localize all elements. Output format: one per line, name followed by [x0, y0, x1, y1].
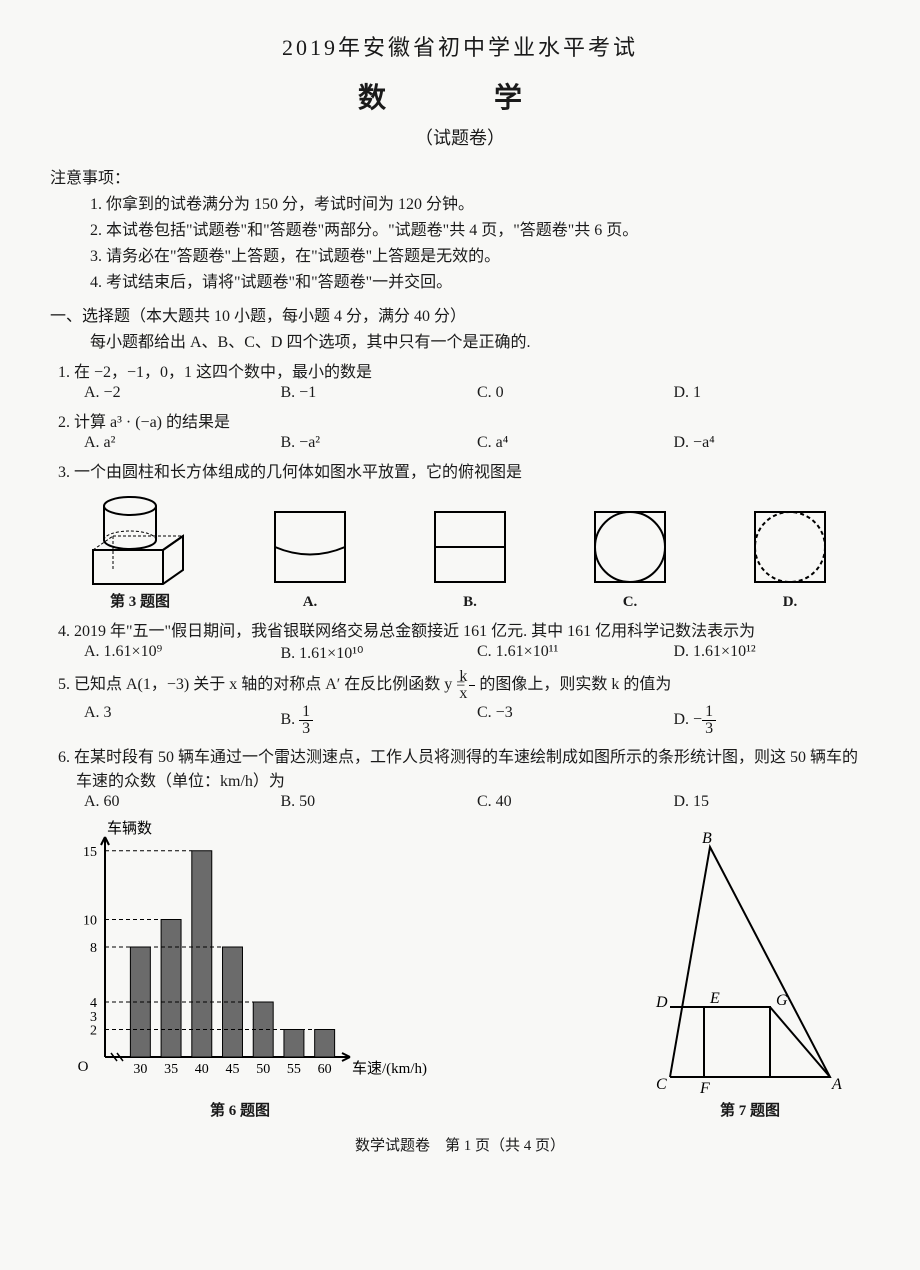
q6-choice-c: C. 40 — [477, 793, 674, 811]
q4-choices: A. 1.61×10⁹ B. 1.61×10¹⁰ C. 1.61×10¹¹ D.… — [84, 643, 870, 663]
q3-text: 3. 一个由圆柱和长方体组成的几何体如图水平放置，它的俯视图是 — [76, 458, 870, 482]
q5-text: 5. 已知点 A(1，−3) 关于 x 轴的对称点 A′ 在反比例函数 y = … — [76, 669, 870, 702]
q2-text: 2. 计算 a³ · (−a) 的结果是 — [76, 408, 870, 432]
q3-figures: 第 3 题图 A. B. C. D. — [50, 488, 870, 611]
svg-text:40: 40 — [195, 1062, 209, 1077]
q1-choice-c: C. 0 — [477, 384, 674, 402]
q3-option-b-figure: B. — [425, 502, 515, 611]
q4-choice-a: A. 1.61×10⁹ — [84, 643, 281, 663]
svg-text:A: A — [831, 1076, 842, 1093]
subject-title: 数 学 — [50, 76, 870, 116]
part1-sub: 每小题都给出 A、B、C、D 四个选项，其中只有一个是正确的. — [90, 328, 870, 352]
svg-text:8: 8 — [90, 941, 97, 956]
part1-head: 一、选择题（本大题共 10 小题，每小题 4 分，满分 40 分） — [50, 302, 870, 326]
svg-text:3: 3 — [90, 1010, 97, 1025]
q4-text: 4. 2019 年"五一"假日期间，我省银联网络交易总金额接近 161 亿元. … — [76, 617, 870, 641]
svg-text:B: B — [702, 830, 712, 847]
svg-text:D: D — [655, 994, 668, 1011]
q5-choices: A. 3 B. 13 C. −3 D. −13 — [84, 704, 870, 737]
q1-choice-a: A. −2 — [84, 384, 281, 402]
svg-text:45: 45 — [226, 1062, 240, 1077]
q3-option-c-figure: C. — [585, 502, 675, 611]
q3-option-d-figure: D. — [745, 502, 835, 611]
svg-text:O: O — [78, 1059, 89, 1075]
note-item: 4. 考试结束后，请将"试题卷"和"答题卷"一并交回。 — [90, 268, 870, 292]
page-footer: 数学试题卷 第 1 页（共 4 页） — [50, 1134, 870, 1155]
q5-fraction: kx — [469, 669, 475, 702]
q3-solid-figure: 第 3 题图 — [85, 488, 195, 611]
svg-text:10: 10 — [83, 914, 97, 929]
svg-text:G: G — [776, 992, 788, 1009]
q5-text-pre: 5. 已知点 A(1，−3) 关于 x 轴的对称点 A′ 在反比例函数 y = — [58, 676, 469, 693]
svg-text:E: E — [709, 990, 720, 1007]
notes-list: 1. 你拿到的试卷满分为 150 分，考试时间为 120 分钟。 2. 本试卷包… — [90, 190, 870, 292]
q6-caption: 第 6 题图 — [50, 1099, 430, 1120]
q6-choice-b: B. 50 — [281, 793, 478, 811]
q2-choice-d: D. −a⁴ — [674, 434, 871, 452]
q6-choices: A. 60 B. 50 C. 40 D. 15 — [84, 793, 870, 811]
q1-text: 1. 在 −2，−1，0，1 这四个数中，最小的数是 — [76, 358, 870, 382]
q3-label-c: C. — [585, 594, 675, 611]
q5-choice-b: B. 13 — [281, 704, 478, 737]
note-item: 2. 本试卷包括"试题卷"和"答题卷"两部分。"试题卷"共 4 页，"答题卷"共… — [90, 216, 870, 240]
q2-choice-c: C. a⁴ — [477, 434, 674, 452]
svg-text:50: 50 — [256, 1062, 270, 1077]
svg-text:35: 35 — [164, 1062, 178, 1077]
q4-choice-c: C. 1.61×10¹¹ — [477, 643, 674, 663]
q5-text-post: 的图像上，则实数 k 的值为 — [479, 676, 671, 693]
svg-text:车速/(km/h): 车速/(km/h) — [352, 1060, 427, 1077]
note-item: 1. 你拿到的试卷满分为 150 分，考试时间为 120 分钟。 — [90, 190, 870, 214]
q2-choice-b: B. −a² — [281, 434, 478, 452]
svg-text:55: 55 — [287, 1062, 301, 1077]
q7-triangle-figure: B D E G C F A 第 7 题图 — [630, 827, 870, 1120]
q3-label-d: D. — [745, 594, 835, 611]
q6-choice-d: D. 15 — [674, 793, 871, 811]
svg-text:车辆数: 车辆数 — [107, 820, 152, 837]
q6-choice-a: A. 60 — [84, 793, 281, 811]
svg-text:F: F — [699, 1080, 710, 1097]
svg-text:C: C — [656, 1076, 667, 1093]
q6-bar-chart: 234 8 10 15 30 35 40 45 50 55 60 车辆数车速/(km/h) O 第 6 … — [50, 817, 430, 1120]
q1-choices: A. −2 B. −1 C. 0 D. 1 — [84, 384, 870, 402]
q1-choice-b: B. −1 — [281, 384, 478, 402]
svg-text:4: 4 — [90, 996, 97, 1011]
q3-label-a: A. — [265, 594, 355, 611]
q5-choice-d: D. −13 — [674, 704, 871, 737]
q4-choice-d: D. 1.61×10¹² — [674, 643, 871, 663]
q1-choice-d: D. 1 — [674, 384, 871, 402]
q3-option-a-figure: A. — [265, 502, 355, 611]
paper-subtitle: （试题卷） — [50, 124, 870, 150]
svg-text:15: 15 — [83, 845, 97, 860]
svg-text:30: 30 — [133, 1062, 147, 1077]
svg-text:60: 60 — [318, 1062, 332, 1077]
q6-text: 6. 在某时段有 50 辆车通过一个雷达测速点，工作人员将测得的车速绘制成如图所… — [76, 743, 870, 791]
svg-text:2: 2 — [90, 1024, 97, 1039]
q2-choices: A. a² B. −a² C. a⁴ D. −a⁴ — [84, 434, 870, 452]
q3-caption: 第 3 题图 — [85, 590, 195, 611]
exam-year-line: 2019年安徽省初中学业水平考试 — [50, 30, 870, 62]
q7-caption: 第 7 题图 — [630, 1099, 870, 1120]
q2-choice-a: A. a² — [84, 434, 281, 452]
q5-choice-c: C. −3 — [477, 704, 674, 737]
note-item: 3. 请务必在"答题卷"上答题，在"试题卷"上答题是无效的。 — [90, 242, 870, 266]
q4-choice-b: B. 1.61×10¹⁰ — [281, 643, 478, 663]
q5-choice-a: A. 3 — [84, 704, 281, 737]
notes-head: 注意事项： — [50, 164, 870, 188]
q3-label-b: B. — [425, 594, 515, 611]
